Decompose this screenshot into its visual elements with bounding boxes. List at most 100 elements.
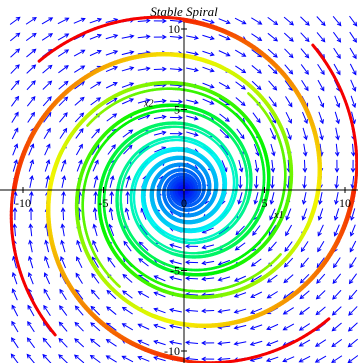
field-arrow-5 [11, 271, 18, 285]
field-arrow-58 [43, 127, 51, 140]
field-arrow-417 [300, 16, 310, 26]
field-arrow-313 [233, 275, 247, 282]
field-arrow-114 [90, 289, 100, 300]
field-arrow-240 [169, 34, 183, 40]
field-arrow-56 [44, 159, 51, 172]
field-arrow-111 [89, 338, 101, 348]
field-arrow-399 [299, 306, 310, 315]
field-arrow-315 [234, 242, 246, 251]
field-arrow-50 [44, 255, 50, 269]
field-arrow-158 [122, 290, 133, 299]
field-arrow-45 [42, 337, 52, 348]
field-arrow-265 [201, 340, 215, 346]
field-arrow-471 [350, 208, 356, 221]
field-arrow-303 [218, 81, 231, 89]
field-arrow-438 [316, 32, 326, 43]
field-arrow-282 [202, 66, 215, 73]
field-arrow-458 [333, 63, 341, 76]
field-arrow-236 [169, 99, 183, 104]
field-arrow-365 [270, 143, 276, 157]
field-arrow-90 [74, 321, 84, 332]
field-arrow-77 [61, 175, 67, 188]
field-arrow-414 [300, 64, 309, 75]
chart-title: Stable Spiral [150, 4, 218, 19]
field-arrow-49 [43, 272, 51, 285]
field-arrow-104 [74, 96, 85, 106]
field-arrow-8 [12, 223, 18, 237]
field-arrow-455 [334, 111, 340, 125]
field-arrow-94 [76, 256, 83, 269]
field-arrow-157 [121, 306, 133, 315]
field-arrow-67 [58, 337, 68, 348]
field-arrow-113 [90, 305, 101, 316]
field-arrow-383 [285, 208, 292, 221]
field-arrow-466 [348, 289, 358, 301]
field-arrow-110 [89, 354, 101, 363]
field-arrow-465 [348, 306, 358, 316]
field-arrow-167 [123, 144, 133, 155]
field-arrow-450 [334, 192, 339, 205]
field-arrow-271 [201, 244, 215, 250]
field-arrow-400 [299, 290, 310, 300]
field-arrow-145 [107, 144, 116, 155]
field-arrow-82 [58, 96, 69, 107]
field-arrow-42 [25, 32, 37, 42]
field-arrow-38 [26, 95, 36, 107]
field-arrow-2 [11, 320, 19, 333]
field-arrow-142 [109, 191, 115, 205]
field-arrow-118 [92, 223, 98, 237]
field-arrow-379 [283, 274, 294, 284]
field-arrow-422 [315, 290, 326, 300]
field-arrow-245 [185, 308, 199, 313]
field-arrow-287 [217, 340, 231, 346]
field-arrow-126 [90, 97, 102, 106]
field-arrow-257 [186, 115, 199, 121]
field-arrow-40 [26, 64, 37, 74]
field-arrow-393 [284, 48, 294, 59]
field-arrow-121 [93, 175, 99, 188]
field-arrow-408 [302, 159, 308, 173]
field-arrow-203 [153, 275, 166, 282]
field-arrow-227 [169, 243, 182, 249]
field-arrow-334 [250, 291, 263, 298]
field-arrow-401 [299, 273, 310, 284]
field-arrow-62 [42, 64, 53, 74]
field-arrow-221 [169, 340, 182, 345]
field-arrow-446 [333, 257, 341, 269]
field-arrow-372 [267, 32, 279, 42]
field-arrow-377 [282, 307, 294, 315]
field-arrow-192 [137, 98, 151, 104]
field-arrow-392 [284, 64, 294, 75]
field-arrow-164 [125, 191, 131, 205]
field-arrow-83 [58, 80, 69, 90]
field-arrow-468 [349, 257, 357, 269]
field-arrow-14 [11, 127, 19, 140]
field-arrow-101 [75, 143, 83, 156]
field-arrow-3 [11, 304, 19, 317]
field-arrow-369 [268, 80, 278, 91]
field-arrow-342 [254, 159, 260, 173]
field-arrow-72 [60, 255, 67, 269]
field-arrow-433 [318, 111, 324, 125]
field-arrow-434 [317, 95, 325, 108]
field-arrow-398 [298, 323, 311, 331]
field-arrow-416 [300, 32, 310, 43]
field-arrow-262 [186, 35, 199, 40]
field-arrow-376 [282, 323, 295, 331]
field-arrow-55 [45, 175, 51, 188]
field-arrow-150 [105, 66, 119, 73]
field-arrow-340 [253, 192, 259, 205]
field-arrow-12 [12, 159, 18, 172]
field-arrow-449 [333, 208, 340, 221]
field-arrow-39 [26, 80, 36, 91]
field-arrow-307 [218, 18, 231, 25]
field-arrow-306 [218, 34, 231, 41]
field-arrow-223 [169, 307, 182, 313]
field-arrow-435 [317, 79, 325, 92]
field-arrow-174 [121, 34, 135, 39]
field-arrow-219 [153, 18, 167, 24]
field-arrow-333 [249, 307, 263, 314]
field-arrow-301 [219, 113, 230, 122]
field-arrow-415 [300, 48, 310, 59]
field-arrow-395 [283, 16, 295, 26]
